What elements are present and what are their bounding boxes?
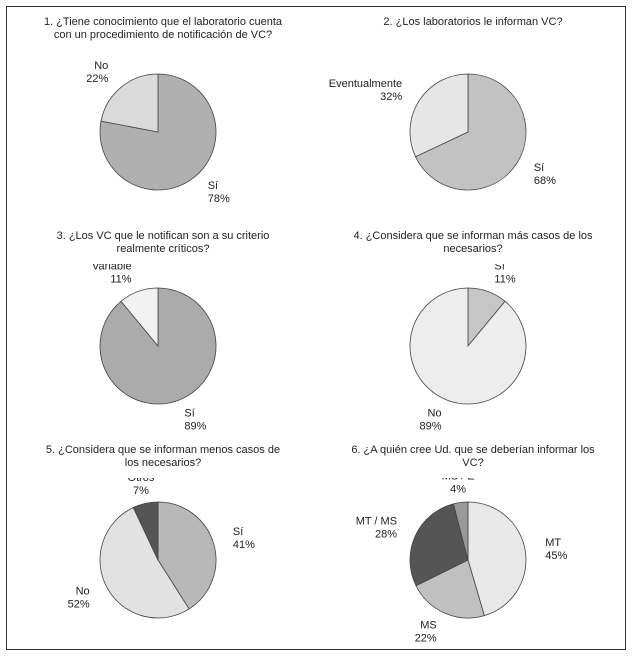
pie-slice <box>100 73 159 133</box>
pie-slice <box>415 559 485 619</box>
chart-title: 1. ¿Tiene conocimiento que el laboratori… <box>43 16 283 41</box>
chart-panel: 5. ¿Considera que se informan menos caso… <box>8 436 318 650</box>
slice-label: No <box>76 586 90 598</box>
pie-slice <box>409 287 527 405</box>
slice-label: Variable <box>92 264 132 273</box>
slice-label: Sí <box>534 162 544 174</box>
slice-value: 32% <box>380 91 402 103</box>
chart-panel: 1. ¿Tiene conocimiento que el laboratori… <box>8 8 318 222</box>
slice-label: MT / MS <box>356 516 397 528</box>
pie-slice <box>132 501 159 561</box>
slice-label: MS <box>420 619 437 631</box>
slice-value: 28% <box>375 529 397 541</box>
slice-label: Sí <box>184 407 194 419</box>
pie-slice <box>409 73 469 158</box>
slice-value: 52% <box>68 599 90 611</box>
slice-value: 11% <box>494 274 515 286</box>
chart-title: 2. ¿Los laboratorios le informan VC? <box>383 16 563 28</box>
pie-slice <box>409 503 469 587</box>
pie-slice <box>414 73 527 191</box>
slice-label: Eventualmente <box>329 78 402 90</box>
slice-value: 11% <box>110 274 131 286</box>
slice-label: Sí <box>208 180 218 192</box>
pie-slice <box>467 501 527 617</box>
slice-label: MT <box>545 537 561 549</box>
slice-label: Otros <box>128 478 155 484</box>
slice-value: 89% <box>184 420 206 432</box>
frame <box>6 6 626 650</box>
chart-panel: 3. ¿Los VC que le notifican son a su cri… <box>8 222 318 436</box>
slice-label: Sí <box>494 264 504 273</box>
slice-value: 89% <box>420 420 442 432</box>
slice-label: No <box>428 407 442 419</box>
chart-panel: 2. ¿Los laboratorios le informan VC? Sí 68… <box>318 8 628 222</box>
slice-label: MS / E <box>442 478 475 483</box>
chart-title: 6. ¿A quién cree Ud. que se deberían inf… <box>351 444 595 469</box>
chart-title: 5. ¿Considera que se informan menos caso… <box>45 444 281 469</box>
slice-value: 68% <box>534 175 556 187</box>
chart-title: 4. ¿Considera que se informan más casos … <box>353 230 593 255</box>
slice-value: 22% <box>415 632 437 644</box>
chart-title: 3. ¿Los VC que le notifican son a su cri… <box>56 230 270 255</box>
slice-value: 45% <box>545 550 567 562</box>
slice-label: No <box>94 60 108 72</box>
pie-slice <box>452 501 469 561</box>
chart-panel: 6. ¿A quién cree Ud. que se deberían inf… <box>318 436 628 650</box>
pie-slice <box>120 287 159 348</box>
pie-slice <box>99 73 217 191</box>
slice-value: 7% <box>133 485 149 497</box>
slice-value: 22% <box>86 73 108 85</box>
chart-panel: 4. ¿Considera que se informan más casos … <box>318 222 628 436</box>
slice-label: Sí <box>233 526 243 538</box>
slice-value: 78% <box>208 193 230 205</box>
slice-value: 41% <box>233 539 255 551</box>
slice-value: 4% <box>450 484 466 496</box>
pie-slice <box>99 506 190 619</box>
